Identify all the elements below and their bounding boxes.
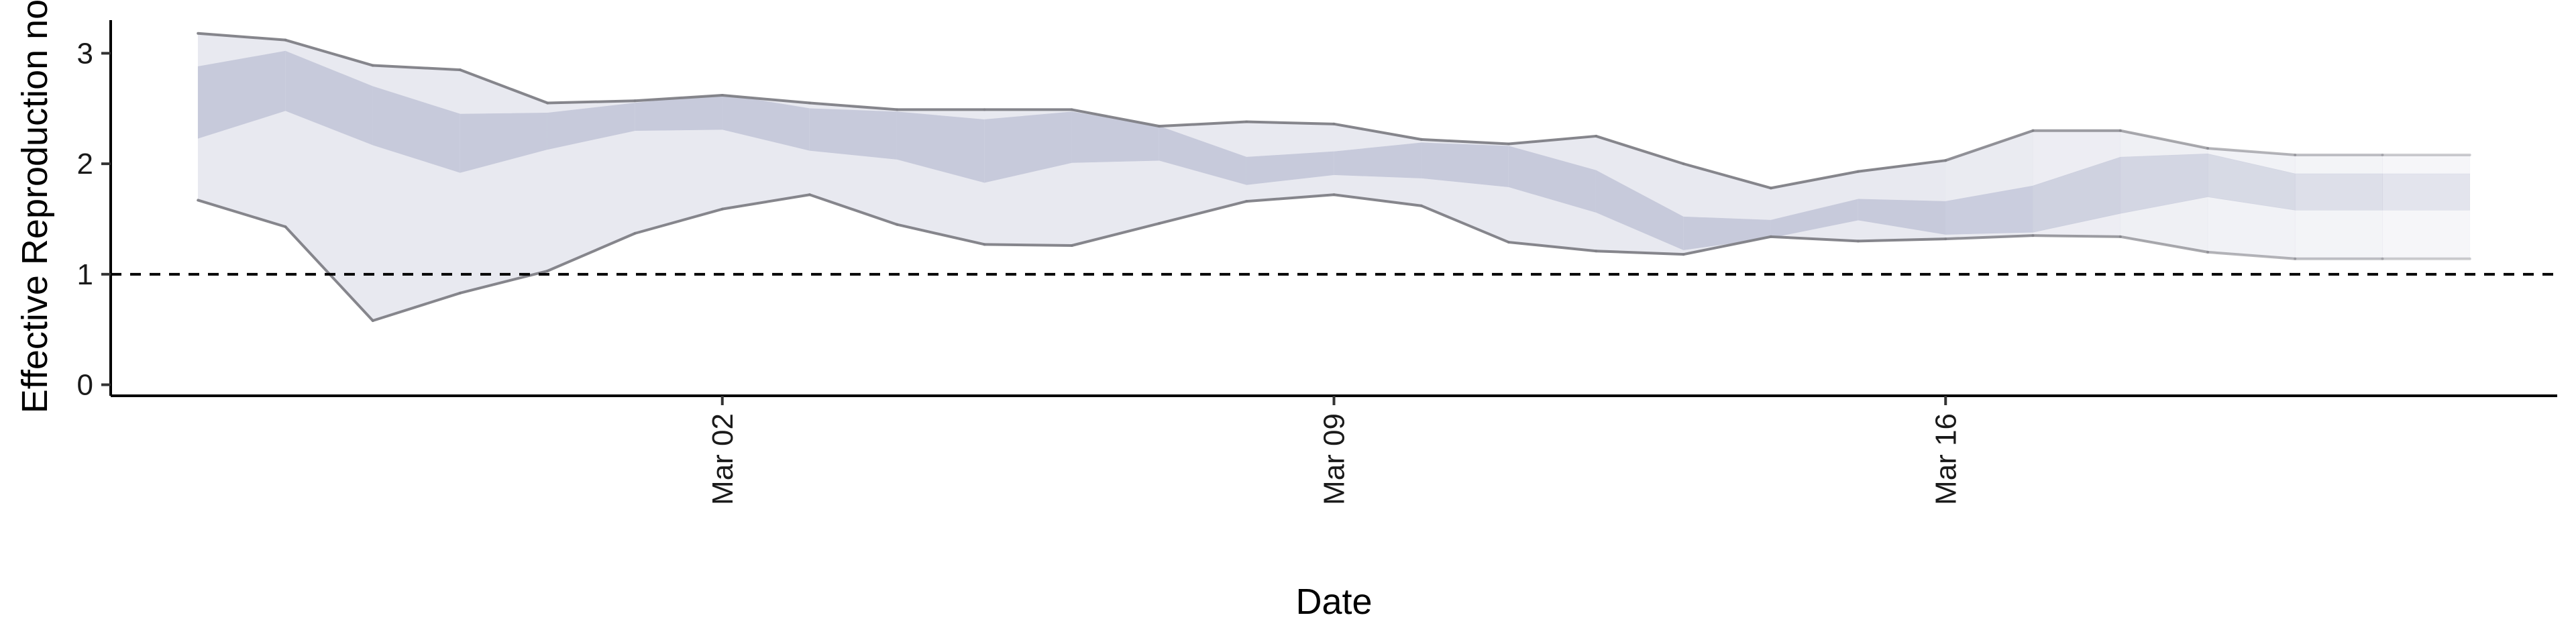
lower-bound-segment	[2206, 250, 2297, 260]
upper-bound-segment	[1245, 120, 1336, 125]
lower-bound-segment	[1245, 193, 1336, 203]
lower-bound-segment	[197, 199, 287, 228]
outer-band-segment	[2382, 154, 2471, 260]
credible-interval-bands	[197, 33, 2471, 321]
lower-bound-segment	[983, 243, 1073, 247]
y-axis-title: Effective Reproduction no.	[15, 0, 55, 413]
lower-bound-segment	[1158, 200, 1248, 225]
lower-bound-segment	[633, 207, 724, 235]
lower-bound-segment	[546, 231, 637, 272]
upper-bound-segment	[1857, 159, 1947, 173]
upper-bound-segment	[2118, 129, 2209, 150]
lower-bound-segment	[896, 223, 986, 246]
upper-bound-segment	[633, 94, 724, 103]
lower-bound-segment	[1857, 237, 1947, 243]
upper-bound-segment	[371, 64, 462, 72]
upper-bound-segment	[1332, 122, 1423, 141]
outer-band-segment	[460, 69, 548, 294]
upper-bound-segment	[1070, 108, 1161, 128]
axes: 0 1 2 3 Mar 02 Mar 09 Mar 16	[77, 20, 2557, 505]
upper-bound-segment	[1419, 138, 1510, 146]
lower-bound-segment	[1595, 250, 1685, 256]
y-tick-label: 3	[77, 37, 93, 70]
lower-bound-segment	[1944, 234, 2035, 241]
inner-band-segment	[809, 108, 898, 160]
inner-band-segment	[1071, 111, 1160, 163]
inner-band-segment	[2382, 173, 2471, 211]
upper-bound-segment	[1682, 162, 1772, 190]
upper-bound-segment	[808, 101, 899, 111]
upper-bound-segment	[546, 99, 637, 105]
y-tick-label: 0	[77, 369, 93, 402]
x-tick-label: Mar 02	[706, 413, 739, 505]
lower-bound-segment	[1507, 241, 1598, 253]
upper-bound-segment	[284, 38, 374, 67]
x-tick-label: Mar 09	[1318, 413, 1351, 505]
lower-bound-segment	[1769, 235, 1860, 243]
upper-bound-segment	[1158, 120, 1248, 128]
x-tick-label: Mar 16	[1929, 413, 1962, 505]
lower-bound-segment	[2118, 235, 2209, 254]
upper-bound-segment	[1507, 134, 1598, 146]
lower-bound-segment	[808, 193, 899, 226]
lower-bound-segment	[1070, 222, 1161, 247]
lower-bound-segment	[459, 269, 549, 294]
lower-bound-segment	[720, 193, 811, 211]
upper-bound-segment	[720, 94, 811, 105]
lower-bound-segment	[2031, 234, 2122, 238]
lower-bound-segment	[1682, 235, 1772, 256]
upper-bound-segment	[197, 32, 287, 42]
lower-bound-segment	[1332, 193, 1423, 207]
lower-bound-segment	[371, 291, 462, 322]
y-tick-label: 1	[77, 258, 93, 291]
lower-bound-segment	[1419, 204, 1510, 244]
x-axis-title: Date	[1295, 582, 1372, 622]
upper-bound-segment	[1595, 134, 1685, 166]
y-ticks: 0 1 2 3	[77, 37, 111, 402]
upper-bound-segment	[2206, 147, 2297, 156]
upper-bound-segment	[1944, 129, 2035, 162]
inner-band-segment	[2294, 173, 2383, 211]
upper-bound-segment	[459, 68, 549, 105]
x-ticks: Mar 02 Mar 09 Mar 16	[706, 396, 1962, 505]
interval-bound-lines	[197, 32, 2471, 322]
y-tick-label: 2	[77, 148, 93, 180]
upper-bound-segment	[1769, 170, 1860, 190]
